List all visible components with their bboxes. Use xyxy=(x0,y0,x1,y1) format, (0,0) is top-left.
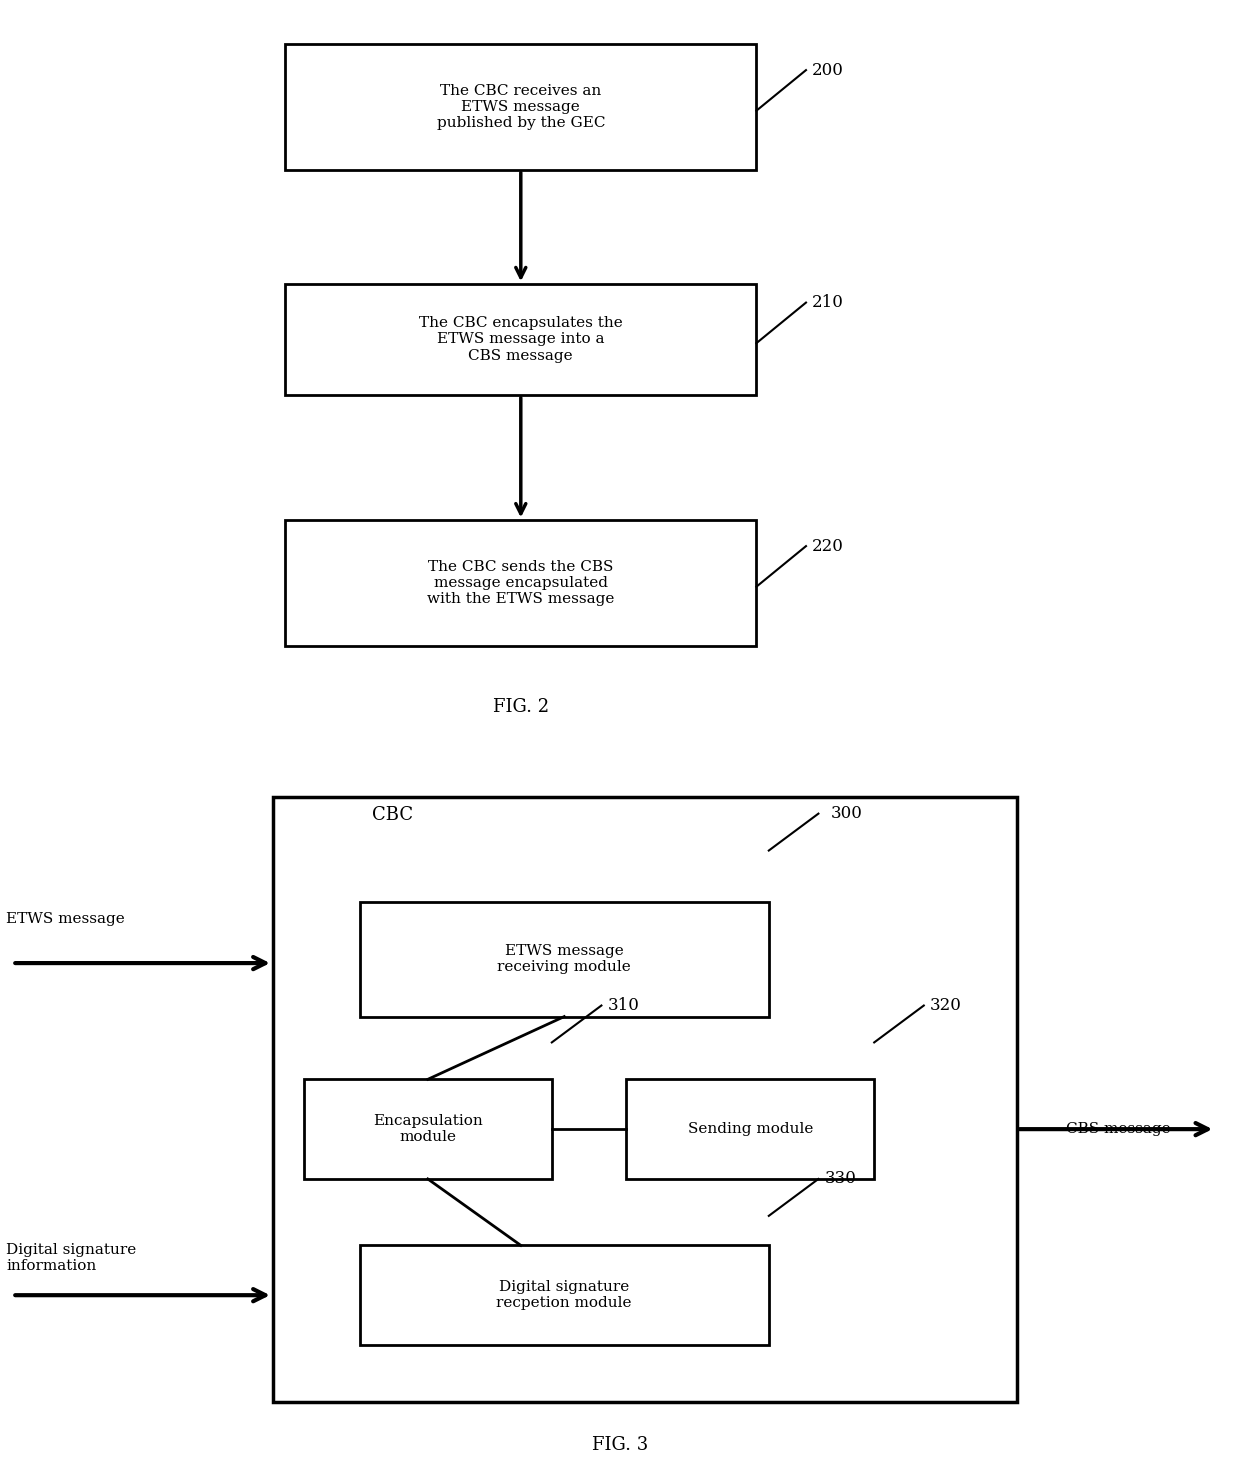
Text: FIG. 2: FIG. 2 xyxy=(492,698,549,716)
Bar xyxy=(285,44,756,170)
Text: Digital signature
information: Digital signature information xyxy=(6,1243,136,1274)
Bar xyxy=(273,797,1017,1402)
Bar xyxy=(626,1079,874,1179)
Text: 330: 330 xyxy=(825,1170,857,1188)
Bar xyxy=(360,1246,769,1345)
Text: Encapsulation
module: Encapsulation module xyxy=(373,1114,482,1144)
Text: 310: 310 xyxy=(608,996,640,1014)
Text: 220: 220 xyxy=(812,537,844,555)
Text: The CBC encapsulates the
ETWS message into a
CBS message: The CBC encapsulates the ETWS message in… xyxy=(419,316,622,363)
Bar xyxy=(360,902,769,1017)
Text: Sending module: Sending module xyxy=(687,1122,813,1137)
Text: CBS message: CBS message xyxy=(1066,1122,1171,1137)
Text: ETWS message: ETWS message xyxy=(6,912,125,925)
Bar xyxy=(285,520,756,646)
Bar xyxy=(285,283,756,394)
Text: 200: 200 xyxy=(812,62,844,78)
Text: The CBC sends the CBS
message encapsulated
with the ETWS message: The CBC sends the CBS message encapsulat… xyxy=(427,559,615,607)
Text: 320: 320 xyxy=(930,996,962,1014)
Text: CBC: CBC xyxy=(372,806,413,825)
Text: Digital signature
recpetion module: Digital signature recpetion module xyxy=(496,1280,632,1311)
Bar xyxy=(304,1079,552,1179)
Text: ETWS message
receiving module: ETWS message receiving module xyxy=(497,945,631,974)
Text: FIG. 3: FIG. 3 xyxy=(591,1436,649,1454)
Text: The CBC receives an
ETWS message
published by the GEC: The CBC receives an ETWS message publish… xyxy=(436,84,605,130)
Text: 210: 210 xyxy=(812,294,844,311)
Text: 300: 300 xyxy=(831,804,863,822)
